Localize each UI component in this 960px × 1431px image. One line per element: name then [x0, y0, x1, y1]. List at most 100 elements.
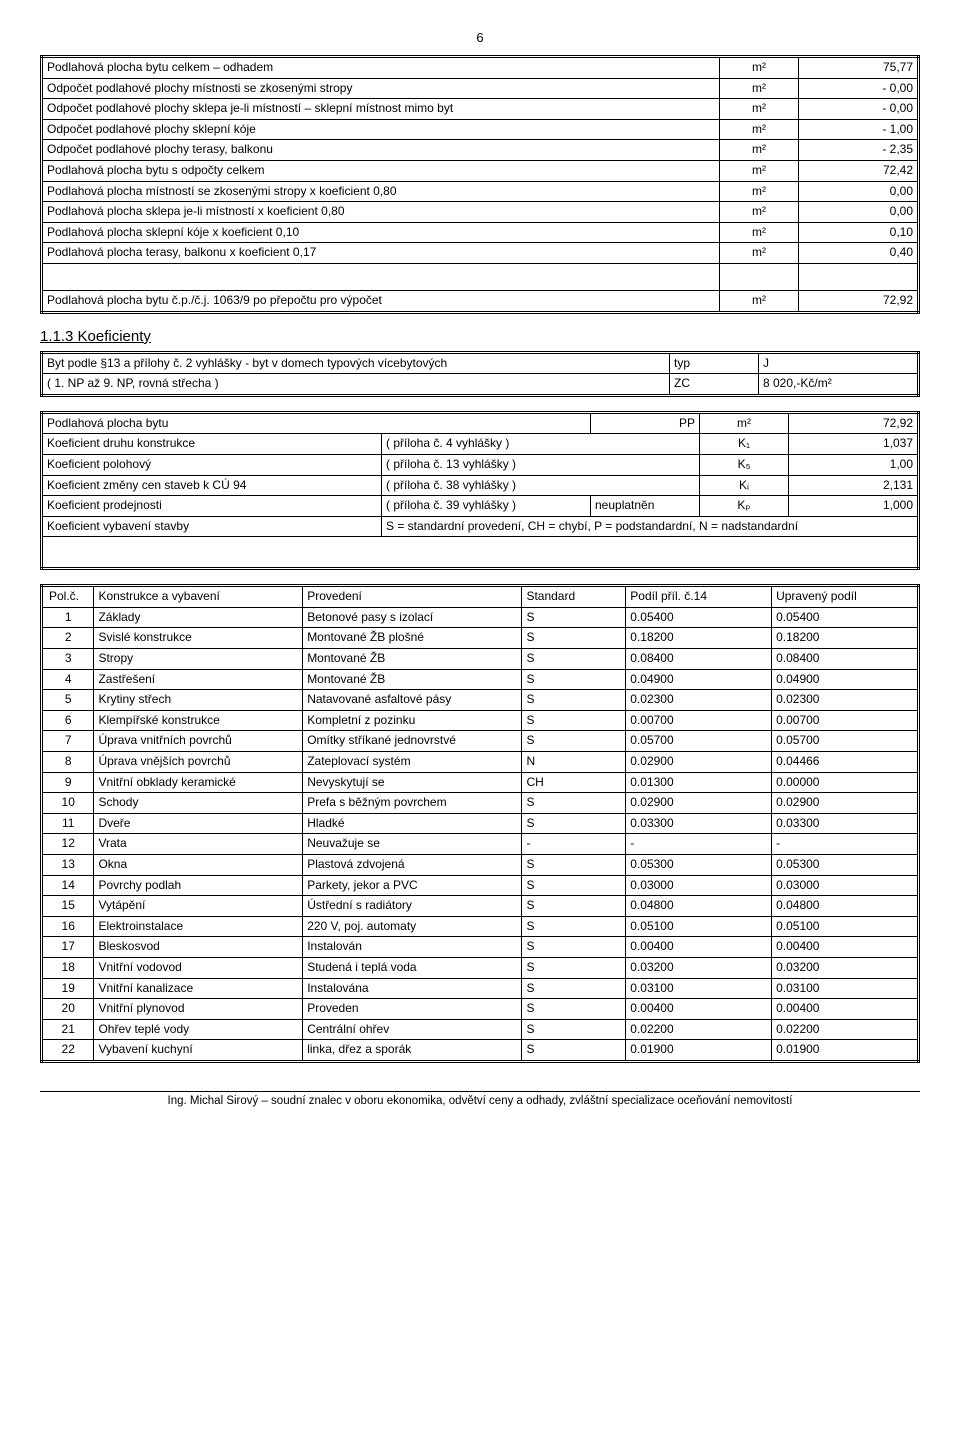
table-row: Koeficient prodejnosti ( příloha č. 39 v…	[42, 496, 919, 517]
cell: Plastová zdvojená	[303, 855, 522, 876]
table-row: Odpočet podlahové plochy sklepní kójem²-…	[42, 119, 919, 140]
cell: Podlahová plocha bytu s odpočty celkem	[42, 160, 720, 181]
cell: 0.04800	[772, 896, 919, 917]
footer: Ing. Michal Sirový – soudní znalec v obo…	[40, 1091, 920, 1107]
cell: m²	[720, 57, 799, 79]
table-row: 13OknaPlastová zdvojenáS0.053000.05300	[42, 855, 919, 876]
cell: 0.00400	[626, 937, 772, 958]
table-row: 12VrataNeuvažuje se---	[42, 834, 919, 855]
table-row: 10SchodyPrefa s běžným povrchemS0.029000…	[42, 793, 919, 814]
cell	[799, 263, 919, 290]
cell: Omítky stříkané jednovrstvé	[303, 731, 522, 752]
cell: 19	[42, 978, 94, 999]
cell: Instalována	[303, 978, 522, 999]
cell: Vybavení kuchyní	[94, 1040, 303, 1062]
cell: Montované ŽB plošné	[303, 628, 522, 649]
cell: S	[522, 875, 626, 896]
cell: 0.05300	[626, 855, 772, 876]
cell: 0.03100	[626, 978, 772, 999]
cell: m²	[720, 202, 799, 223]
cell: ( 1. NP až 9. NP, rovná střecha )	[42, 374, 670, 396]
table-row: 20Vnitřní plynovodProvedenS0.004000.0040…	[42, 999, 919, 1020]
cell: Ústřední s radiátory	[303, 896, 522, 917]
cell: 4	[42, 669, 94, 690]
cell: Podlahová plocha sklepa je-li místností …	[42, 202, 720, 223]
cell: 0.00700	[772, 710, 919, 731]
cell: 0.02900	[626, 793, 772, 814]
cell: Centrální ohřev	[303, 1019, 522, 1040]
table-row: Odpočet podlahové plochy terasy, balkonu…	[42, 140, 919, 161]
table-row: Podlahová plocha sklepa je-li místností …	[42, 202, 919, 223]
table-row: 1ZákladyBetonové pasy s izolacíS0.054000…	[42, 607, 919, 628]
cell: 0.05700	[626, 731, 772, 752]
cell: 0,10	[799, 222, 919, 243]
cell: - 2,35	[799, 140, 919, 161]
header-cell: Upravený podíl	[772, 586, 919, 608]
cell: 0.02300	[772, 690, 919, 711]
cell: 0.02300	[626, 690, 772, 711]
cell: S	[522, 957, 626, 978]
table-row: 6Klempířské konstrukceKompletní z pozink…	[42, 710, 919, 731]
cell: 6	[42, 710, 94, 731]
cell: 2	[42, 628, 94, 649]
cell: 0.05400	[626, 607, 772, 628]
cell: 12	[42, 834, 94, 855]
cell: 11	[42, 813, 94, 834]
cell: Vrata	[94, 834, 303, 855]
cell: Kₚ	[700, 496, 789, 517]
cell: S	[522, 793, 626, 814]
cell: 0.18200	[772, 628, 919, 649]
table-row: 19Vnitřní kanalizaceInstalovánaS0.031000…	[42, 978, 919, 999]
cell: K₅	[700, 454, 789, 475]
table-row: 21Ohřev teplé vodyCentrální ohřevS0.0220…	[42, 1019, 919, 1040]
cell: Odpočet podlahové plochy sklepa je-li mí…	[42, 99, 720, 120]
cell: 1,00	[789, 454, 919, 475]
cell: m²	[720, 243, 799, 264]
cell: 0.00000	[772, 772, 919, 793]
table-row: Podlahová plocha bytu s odpočty celkemm²…	[42, 160, 919, 181]
cell: Nevyskytují se	[303, 772, 522, 793]
cell: Základy	[94, 607, 303, 628]
cell: Povrchy podlah	[94, 875, 303, 896]
cell: Byt podle §13 a přílohy č. 2 vyhlášky - …	[42, 352, 670, 374]
cell: S	[522, 628, 626, 649]
cell: 1,037	[789, 434, 919, 455]
cell: typ	[670, 352, 759, 374]
cell: 0.04900	[626, 669, 772, 690]
cell: ( příloha č. 4 vyhlášky )	[382, 434, 700, 455]
table-row: Koeficient změny cen staveb k CÚ 94 ( př…	[42, 475, 919, 496]
cell: 0.01300	[626, 772, 772, 793]
cell: 0.02200	[626, 1019, 772, 1040]
cell: m²	[720, 140, 799, 161]
cell: - 0,00	[799, 78, 919, 99]
cell: - 1,00	[799, 119, 919, 140]
cell: Vnitřní kanalizace	[94, 978, 303, 999]
cell: 0.04800	[626, 896, 772, 917]
cell: 0,00	[799, 202, 919, 223]
cell: Úprava vnějších povrchů	[94, 752, 303, 773]
cell: 0.01900	[772, 1040, 919, 1062]
cell: Koeficient polohový	[42, 454, 382, 475]
table-row: 18Vnitřní vodovodStudená i teplá vodaS0.…	[42, 957, 919, 978]
cell: -	[772, 834, 919, 855]
table-row: 15VytápěníÚstřední s radiátoryS0.048000.…	[42, 896, 919, 917]
classification-table: Byt podle §13 a přílohy č. 2 vyhlášky - …	[40, 351, 920, 397]
table-row: Odpočet podlahové plochy místnosti se zk…	[42, 78, 919, 99]
cell: 15	[42, 896, 94, 917]
table-row: 7Úprava vnitřních povrchůOmítky stříkané…	[42, 731, 919, 752]
cell: Studená i teplá voda	[303, 957, 522, 978]
cell: 7	[42, 731, 94, 752]
cell: Podlahová plocha terasy, balkonu x koefi…	[42, 243, 720, 264]
cell: 22	[42, 1040, 94, 1062]
table-row: 22Vybavení kuchynílinka, dřez a sporákS0…	[42, 1040, 919, 1062]
cell: Stropy	[94, 649, 303, 670]
cell: Hladké	[303, 813, 522, 834]
table-row: 11DveřeHladkéS0.033000.03300	[42, 813, 919, 834]
cell: 0.00400	[626, 999, 772, 1020]
cell: Podlahová plocha místností se zkosenými …	[42, 181, 720, 202]
cell: 2,131	[789, 475, 919, 496]
cell: ZC	[670, 374, 759, 396]
cell: Zastřešení	[94, 669, 303, 690]
table-row: Byt podle §13 a přílohy č. 2 vyhlášky - …	[42, 352, 919, 374]
section-title-koeficienty: 1.1.3 Koeficienty	[40, 328, 920, 345]
